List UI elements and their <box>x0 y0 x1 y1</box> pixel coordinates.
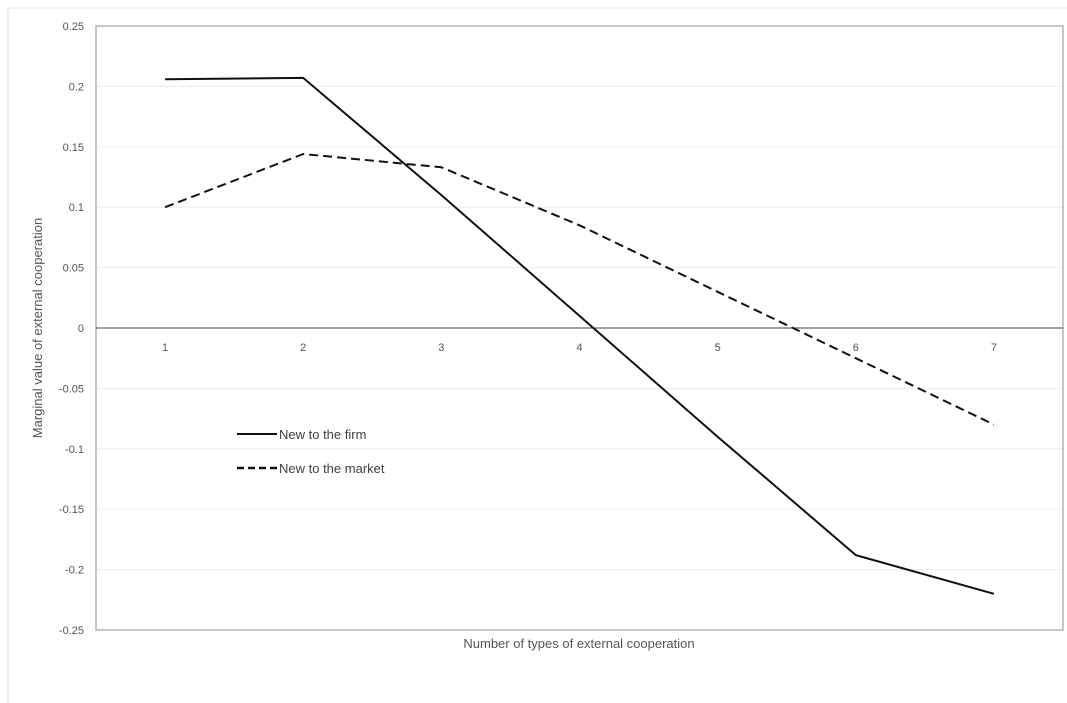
x-tick-label: 4 <box>576 342 582 354</box>
x-tick-label: 2 <box>300 342 306 354</box>
x-axis-title: Number of types of external cooperation <box>463 636 694 651</box>
x-axis-tick-labels: 1 2 3 4 5 6 7 <box>162 342 997 354</box>
x-tick-label: 6 <box>853 342 859 354</box>
x-tick-label: 5 <box>715 342 721 354</box>
y-tick-label: -0.2 <box>65 565 84 577</box>
y-tick-label: 0.1 <box>69 202 84 214</box>
series-line-new-to-the-firm <box>165 76 995 595</box>
y-tick-label: 0.05 <box>63 263 84 275</box>
y-axis-tick-labels: 0.25 0.2 0.15 0.1 0.05 0 -0.05 -0.1 -0.15 -0.2 -0.… <box>59 21 84 637</box>
y-tick-label: 0 <box>78 323 84 335</box>
y-tick-label: 0.25 <box>63 21 84 33</box>
legend: New to the firm New to the market <box>237 427 385 476</box>
legend-label-new-to-the-firm: New to the firm <box>279 427 366 442</box>
y-axis-title: Marginal value of external cooperation <box>30 218 45 438</box>
series-line-new-to-the-market <box>164 153 995 426</box>
x-tick-label: 1 <box>162 342 168 354</box>
y-tick-label: 0.2 <box>69 81 84 93</box>
series-lines <box>164 76 995 595</box>
x-tick-label: 7 <box>991 342 997 354</box>
y-tick-label: 0.15 <box>63 142 84 154</box>
y-tick-label: -0.05 <box>59 383 84 395</box>
y-tick-label: -0.25 <box>59 625 84 637</box>
x-tick-label: 3 <box>438 342 444 354</box>
y-tick-label: -0.15 <box>59 504 84 516</box>
legend-label-new-to-the-market: New to the market <box>279 461 385 476</box>
y-tick-label: -0.1 <box>65 444 84 456</box>
